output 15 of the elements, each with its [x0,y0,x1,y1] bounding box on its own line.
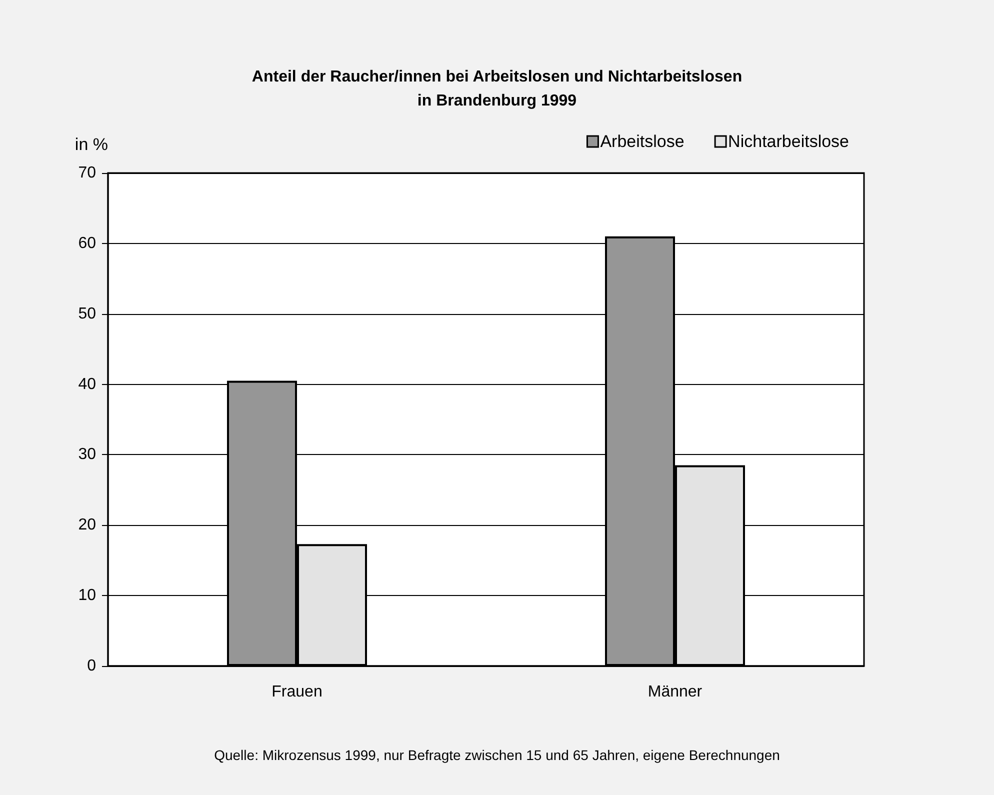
x-tick-label: Männer [648,684,703,700]
source-note: Quelle: Mikrozensus 1999, nur Befragte zwischen 15 und 65 Jahren, eigene Berechnungen [214,747,780,763]
chart-title: Anteil der Raucher/innen bei Arbeitslosen und Nichtarbeitslosen in Brandenburg 1999 [252,68,742,110]
y-tick-label: 20 [78,516,96,534]
y-tick-label: 70 [78,164,96,182]
y-tick-label: 60 [78,234,96,252]
y-tick-label: 40 [78,376,96,393]
y-tick-label: 50 [78,305,96,322]
y-tick-label: 0 [87,658,96,674]
y-tick-label: 30 [78,446,96,464]
legend-label: Arbeitslose [600,132,684,151]
legend-label: Nichtarbeitslose [728,132,850,151]
x-tick-label: Frauen [272,684,322,700]
y-tick-label: 10 [78,587,96,604]
y-axis-title: in % [74,135,108,154]
